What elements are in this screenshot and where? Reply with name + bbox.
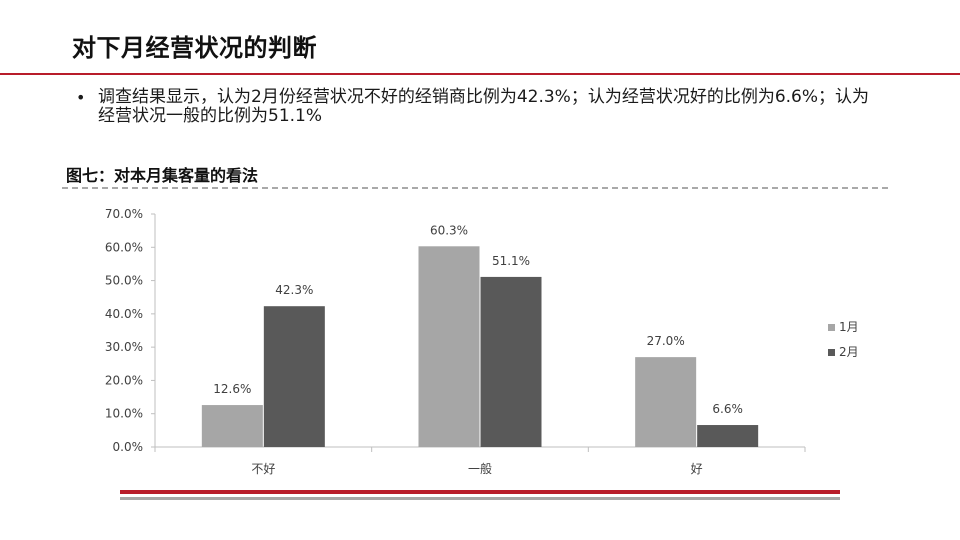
- x-tick-label: 一般: [468, 461, 492, 476]
- bar-feb: [263, 306, 325, 447]
- y-tick-label: 10.0%: [105, 407, 143, 421]
- footer-red-bar: [120, 490, 840, 494]
- y-tick-label: 50.0%: [105, 274, 143, 288]
- bar-feb: [697, 425, 759, 447]
- data-label: 60.3%: [430, 223, 468, 237]
- y-tick-label: 20.0%: [105, 373, 143, 387]
- x-tick-label: 好: [691, 462, 703, 476]
- x-tick-label: 不好: [251, 462, 275, 476]
- title-divider: [0, 73, 960, 75]
- chart-title-divider: [62, 187, 888, 189]
- bar-feb: [480, 276, 542, 447]
- slide-title: 对下月经营状况的判断: [72, 34, 317, 62]
- y-tick-label: 60.0%: [105, 240, 143, 254]
- data-label: 6.6%: [712, 402, 743, 416]
- data-label: 12.6%: [213, 382, 251, 396]
- legend-label: 1月: [839, 320, 859, 334]
- y-tick-label: 0.0%: [113, 440, 144, 454]
- y-tick-label: 30.0%: [105, 340, 143, 354]
- footer-gray-bar: [120, 497, 840, 500]
- y-tick-label: 40.0%: [105, 307, 143, 321]
- data-label: 51.1%: [492, 254, 530, 268]
- y-tick-label: 70.0%: [105, 207, 143, 221]
- summary-bullet: • 调查结果显示，认为2月份经营状况不好的经销商比例为42.3%；认为经营状况好…: [76, 88, 876, 126]
- legend-swatch: [828, 349, 835, 356]
- bar-jan: [201, 405, 263, 447]
- chart-title: 图七：对本月集客量的看法: [66, 166, 259, 185]
- bar-jan: [635, 357, 697, 447]
- data-label: 42.3%: [275, 283, 313, 297]
- summary-text: 调查结果显示，认为2月份经营状况不好的经销商比例为42.3%；认为经营状况好的比…: [98, 87, 870, 126]
- data-label: 27.0%: [647, 334, 685, 348]
- bar-jan: [418, 246, 480, 447]
- legend-label: 2月: [839, 345, 859, 359]
- bullet-dot: •: [76, 88, 86, 107]
- legend-swatch: [828, 324, 835, 331]
